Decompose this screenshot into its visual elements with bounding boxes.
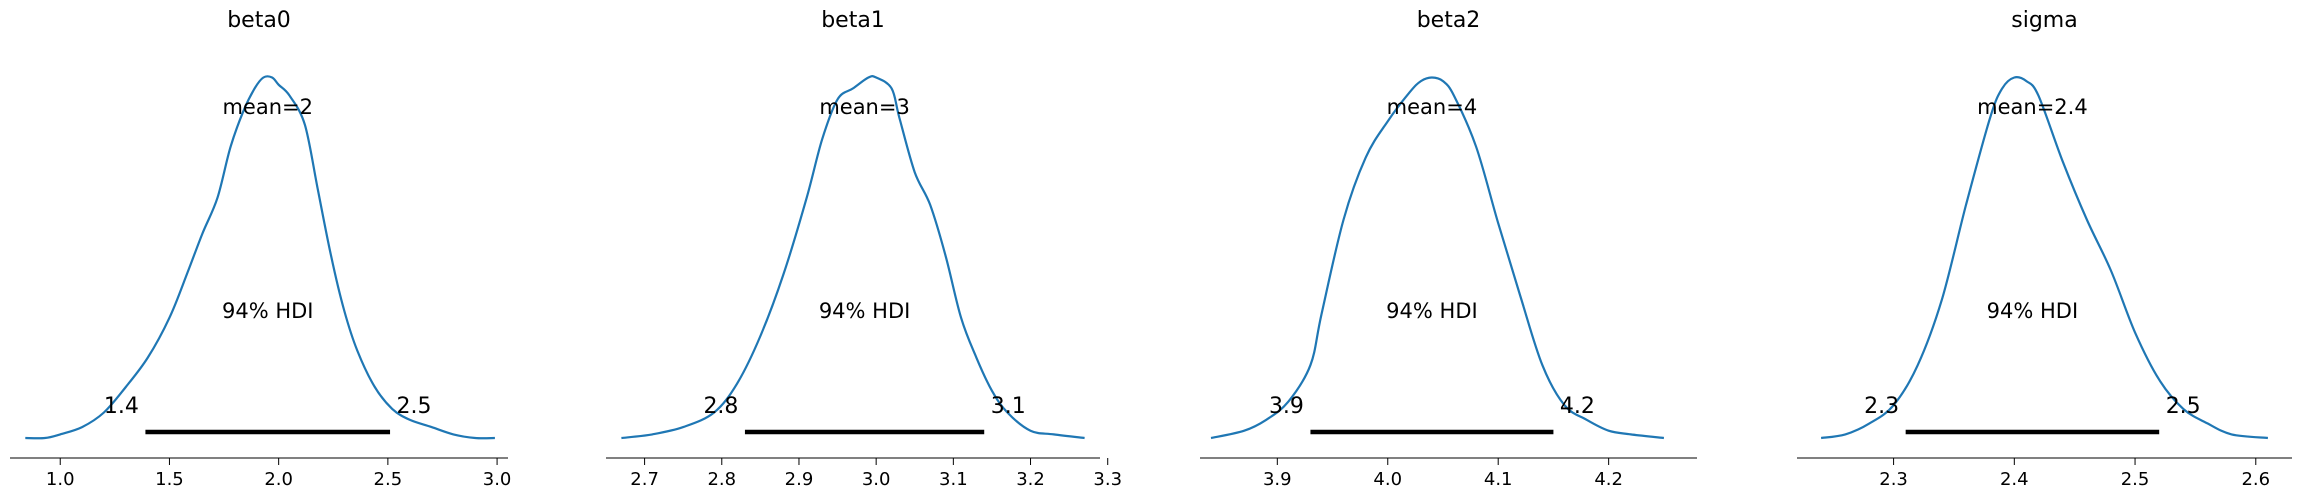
x-tick-label: 3.0	[862, 469, 891, 490]
x-tick-label: 2.5	[374, 469, 403, 490]
x-tick-label: 1.0	[46, 469, 75, 490]
x-tick-label: 3.9	[1263, 469, 1292, 490]
hdi-low-label: 1.4	[104, 394, 139, 419]
mean-label: mean=4	[1387, 95, 1478, 119]
density-curve	[25, 75, 495, 440]
hdi-high-label: 3.1	[991, 394, 1026, 419]
x-tick-label: 2.5	[2121, 469, 2150, 490]
hdi-low-label: 3.9	[1269, 394, 1304, 419]
x-tick-label: 3.2	[1016, 469, 1045, 490]
panel-beta1: beta1 mean=3 94% HDI 2.8 3.1 2.7 2.8 2.9 3.0 3.1 3…	[606, 8, 1122, 490]
panel-title: sigma	[2011, 8, 2077, 33]
panel-beta0: beta0 mean=2 94% HDI 1.4 2.5 1.0 1.5 2.0 2.5 3.0	[10, 8, 511, 490]
hdi-label: 94% HDI	[819, 299, 911, 323]
x-tick-label: 3.0	[483, 469, 512, 490]
density-curve	[621, 75, 1085, 440]
mean-label: mean=3	[819, 95, 910, 119]
x-tick-label: 2.9	[785, 469, 814, 490]
x-tick-label: 2.7	[630, 469, 659, 490]
x-tick-label: 4.2	[1594, 469, 1623, 490]
panel-sigma: sigma mean=2.4 94% HDI 2.3 2.5 2.3 2.4 2.5 2.6	[1797, 8, 2292, 490]
hdi-label: 94% HDI	[1386, 299, 1478, 323]
x-tick-label: 2.0	[264, 469, 293, 490]
x-tick-label: 3.1	[939, 469, 968, 490]
x-tick-label: 4.1	[1484, 469, 1513, 490]
hdi-low-label: 2.3	[1864, 394, 1899, 419]
hdi-high-label: 4.2	[1560, 394, 1595, 419]
x-tick-label: 2.4	[2000, 469, 2029, 490]
density-curve	[1210, 76, 1665, 440]
panel-beta2: beta2 mean=4 94% HDI 3.9 4.2 3.9 4.0 4.1 4.2	[1200, 8, 1697, 490]
x-tick-label: 4.0	[1373, 469, 1402, 490]
panel-title: beta2	[1417, 8, 1481, 33]
hdi-label: 94% HDI	[222, 299, 314, 323]
panel-title: beta0	[227, 8, 291, 33]
x-tick-label: 3.3	[1093, 469, 1122, 490]
panel-title: beta1	[821, 8, 885, 33]
mean-label: mean=2	[222, 95, 313, 119]
x-tick-label: 2.6	[2241, 469, 2270, 490]
hdi-high-label: 2.5	[2166, 394, 2201, 419]
density-curve	[1820, 76, 2269, 440]
x-tick-label: 1.5	[155, 469, 184, 490]
mean-label: mean=2.4	[1977, 95, 2088, 119]
hdi-high-label: 2.5	[397, 394, 432, 419]
x-tick-label: 2.3	[1879, 469, 1908, 490]
hdi-label: 94% HDI	[1987, 299, 2079, 323]
hdi-low-label: 2.8	[703, 394, 738, 419]
x-tick-label: 2.8	[707, 469, 736, 490]
